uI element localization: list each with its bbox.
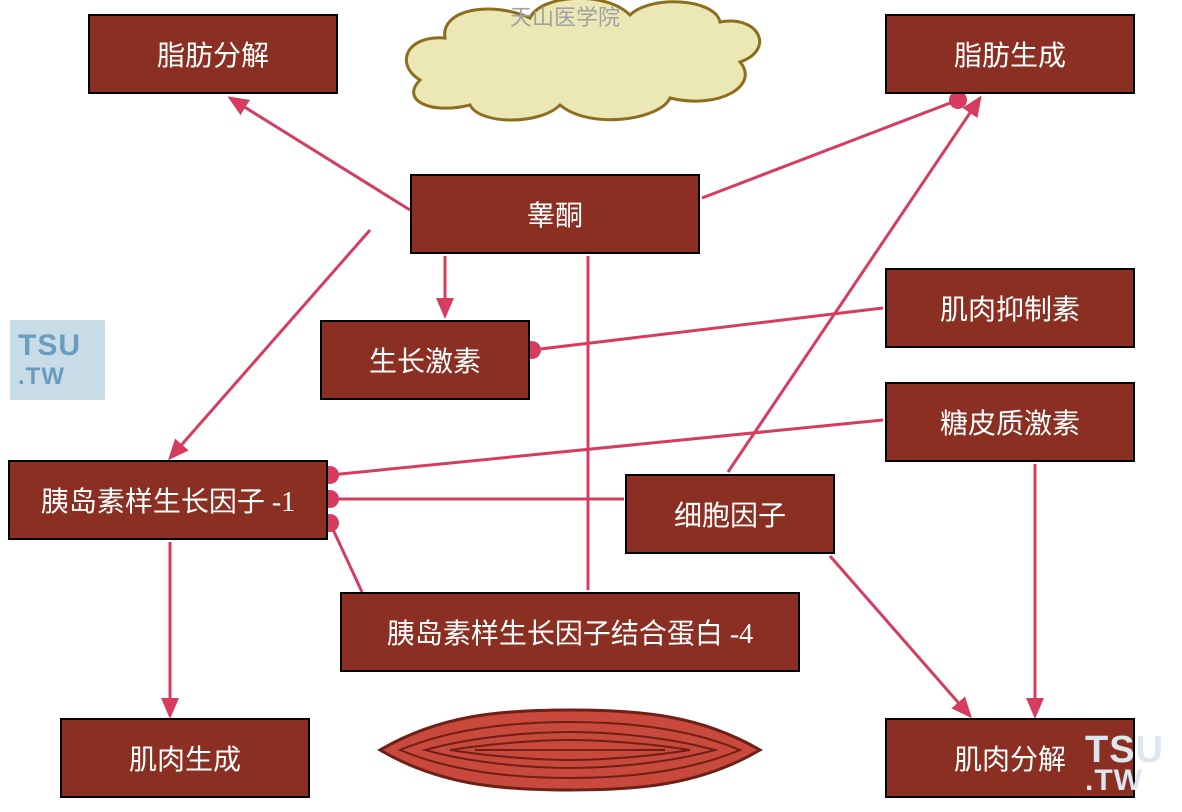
node-label: 细胞因子 <box>674 494 786 534</box>
node-label: 睾酮 <box>527 194 583 234</box>
watermark-tsu-right-line1: TSU <box>1085 733 1164 767</box>
node-igf1: 胰岛素样生长因子 -1 <box>8 460 328 540</box>
node-label: 肌肉生成 <box>129 738 241 778</box>
node-label: 生长激素 <box>369 340 481 380</box>
node-muscle-synthesis: 肌肉生成 <box>60 718 310 798</box>
watermark-top: 天山医学院 <box>510 0 620 32</box>
node-glucocorticoid: 糖皮质激素 <box>885 382 1135 462</box>
node-label: 肌肉分解 <box>954 738 1066 778</box>
node-cytokine: 细胞因子 <box>625 474 835 554</box>
node-label: 胰岛素样生长因子结合蛋白 -4 <box>387 612 753 652</box>
node-label: 脂肪生成 <box>954 34 1066 74</box>
node-testosterone: 睾酮 <box>410 174 700 254</box>
node-label: 糖皮质激素 <box>940 402 1080 442</box>
node-igfbp4: 胰岛素样生长因子结合蛋白 -4 <box>340 592 800 672</box>
node-label: 胰岛素样生长因子 -1 <box>41 480 295 520</box>
node-myostatin: 肌肉抑制素 <box>885 268 1135 348</box>
node-label: 脂肪分解 <box>157 34 269 74</box>
watermark-tsu-right: TSU .TW <box>1085 733 1164 794</box>
node-fat-synthesis: 脂肪生成 <box>885 14 1135 94</box>
node-growth-hormone: 生长激素 <box>320 320 530 400</box>
node-label: 肌肉抑制素 <box>940 288 1080 328</box>
watermark-tsu-right-line2: .TW <box>1085 767 1164 794</box>
node-fat-decomposition: 脂肪分解 <box>88 14 338 94</box>
